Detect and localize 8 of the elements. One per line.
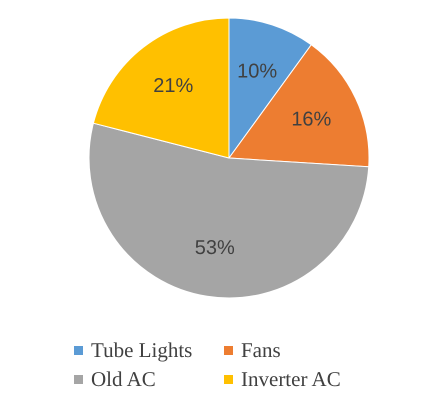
legend-label: Old AC bbox=[91, 367, 156, 392]
data-label: 21% bbox=[153, 75, 194, 98]
legend-label: Fans bbox=[241, 338, 281, 363]
data-label: 16% bbox=[291, 108, 332, 130]
legend-label: Tube Lights bbox=[91, 338, 192, 363]
legend-label: Inverter AC bbox=[241, 367, 341, 392]
data-label: 10% bbox=[237, 60, 278, 82]
data-label: 53% bbox=[194, 236, 235, 259]
